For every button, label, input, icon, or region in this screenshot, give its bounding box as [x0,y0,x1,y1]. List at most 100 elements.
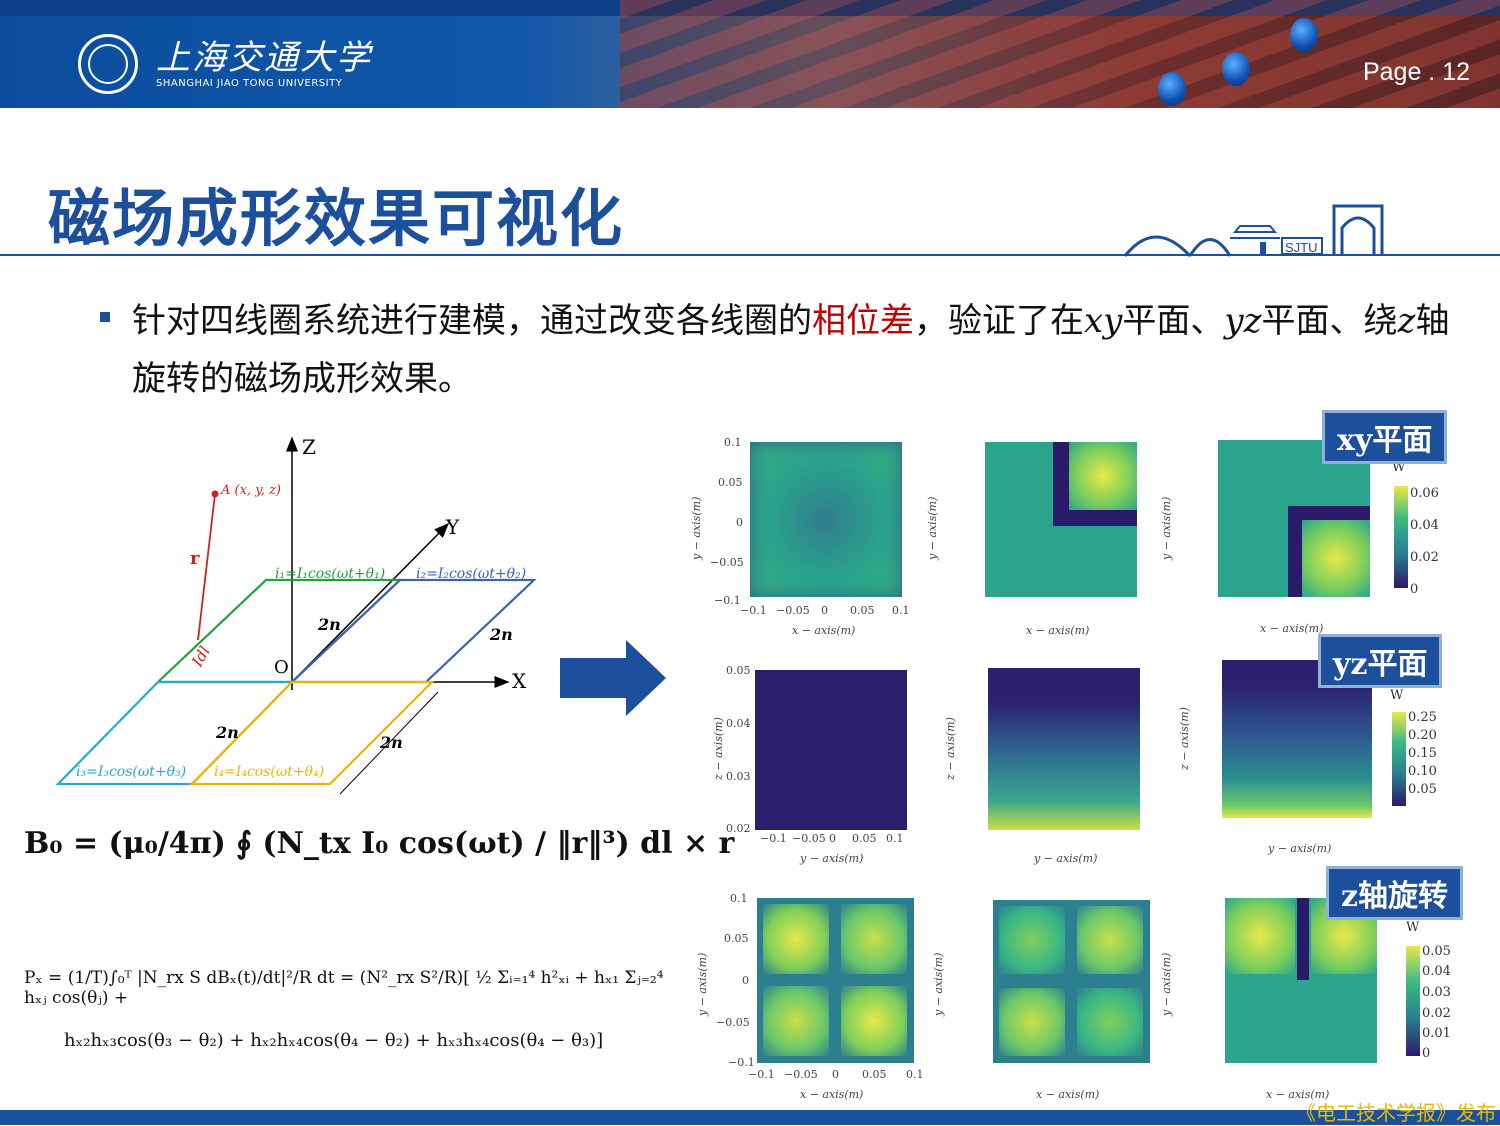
tick-label: 0.03 [726,770,751,783]
tick-label: 0.05 [726,664,751,677]
tick-label: 0.1 [730,892,748,905]
tick-label: 0 [832,1068,839,1081]
b0-formula: B₀ = (μ₀/4π) ∮ (N_tx I₀ cos(ωt) / ‖r‖³) … [24,826,735,861]
tick-label: −0.05 [792,832,826,845]
tick-label: 0.1 [906,1068,924,1081]
px-formula-line1: Pₓ = (1/T)∫₀ᵀ |N_rx S dBₓ(t)/dt|²/R dt =… [24,968,664,1008]
axis-z-label: Z [302,435,316,459]
current-3-label: i₃=I₃cos(ωt+θ₃) [76,764,186,780]
y-axis-label: y − axis(m) [926,496,939,560]
tick-label: −0.05 [716,1016,750,1029]
x-axis-label: x − axis(m) [792,624,856,637]
tick-label: 0.04 [726,717,751,730]
university-name-cn: 上海交通大学 [156,38,372,78]
colorbar-tick: 0.04 [1422,964,1451,979]
colorbar-tick: 0.15 [1408,746,1437,761]
heatmap-z-2 [993,900,1150,1063]
tick-label: −0.1 [760,832,787,845]
length-label: 2n [317,615,341,634]
footer-bar [0,1110,1500,1125]
colorbar-z [1406,946,1420,1056]
page-number: Page . 12 [1362,58,1470,86]
coil-system-diagram: Z Y X O A (x, y, z) r Idl i₁=I₁cos(ωt+θ₁… [55,435,537,795]
heatmap-xy-1 [750,442,902,597]
bullet-marker [100,312,110,322]
x-axis-label: y − axis(m) [1034,852,1098,865]
x-axis-label: x − axis(m) [1260,622,1324,635]
colorbar-tick: 0.03 [1422,985,1451,1000]
y-axis-label: z − axis(m) [1178,707,1191,770]
x-axis-label: x − axis(m) [800,1088,864,1101]
tick-label: 0 [821,604,828,617]
x-axis-label: x − axis(m) [1266,1088,1330,1101]
point-a-label: A (x, y, z) [220,483,281,498]
tick-label: −0.05 [776,604,810,617]
heatmap-z-3 [1225,898,1377,1063]
y-axis-label: y − axis(m) [696,952,709,1016]
university-name-en: SHANGHAI JIAO TONG UNIVERSITY [156,78,343,89]
idl-label: Idl [188,643,214,671]
colorbar-yz [1392,712,1406,806]
tick-label: 0 [742,974,749,987]
tag-xy-plane: xy平面 [1322,410,1448,464]
heatmap-z-1 [757,898,914,1063]
heatmap-xy-3 [1218,440,1370,597]
axis-x-label: X [512,669,527,693]
coil-4 [189,680,435,786]
slide-title: 磁场成形效果可视化 [48,182,625,255]
current-2-label: i₂=I₂cos(ωt+θ₂) [416,566,526,582]
y-axis-label: z − axis(m) [712,717,725,780]
title-divider [0,254,1500,256]
colorbar-tick: 0.01 [1422,1026,1451,1041]
tick-label: −0.05 [784,1068,818,1081]
tick-label: −0.05 [710,556,744,569]
colorbar-tick: 0 [1422,1046,1431,1061]
tag-yz-plane: yz平面 [1318,634,1443,688]
lantern-icon [1290,18,1318,52]
tick-label: 0.05 [850,604,875,617]
y-axis-label: y − axis(m) [932,952,945,1016]
tick-label: −0.1 [714,594,741,607]
colorbar-xy [1394,486,1408,588]
tick-label: 0.05 [724,932,749,945]
axis-y-label: Y [445,515,460,539]
tick-label: 0 [829,832,836,845]
colorbar-tick: 0.02 [1422,1006,1451,1021]
length-label: 2n [379,733,403,752]
colorbar-tick: 0.04 [1410,518,1439,533]
sjtu-campus-sketch: SJTU [1123,204,1384,258]
colorbar-tick: 0.05 [1422,944,1451,959]
colorbar-tick: 0.06 [1410,486,1439,501]
tick-label: 0.05 [852,832,877,845]
length-label: 2n [489,625,513,644]
current-1-label: i₁=I₁cos(ωt+θ₁) [275,566,385,582]
heatmap-yz-1 [755,670,907,830]
lantern-icon [1222,52,1250,86]
colorbar-tick: 0.20 [1408,728,1437,743]
x-axis-label: y − axis(m) [800,852,864,865]
colorbar-tick: 0 [1410,582,1419,597]
phase-difference-highlight: 相位差 [812,301,914,341]
bullet-text: 针对四线圈系统进行建模，通过改变各线圈的相位差，验证了在xy平面、yz平面、绕z… [132,301,1450,399]
sjtu-mark: SJTU [1285,240,1318,255]
colorbar-tick: 0.25 [1408,710,1437,725]
tag-z-rotation: z轴旋转 [1326,866,1464,920]
length-label: 2n [215,723,239,742]
tick-label: 0.05 [718,476,743,489]
colorbar-unit: W [1406,920,1420,935]
r-vector-label: r [190,548,200,569]
tick-label: 0 [736,516,743,529]
tick-label: 0.1 [892,604,910,617]
heatmap-xy-2 [985,442,1137,597]
y-axis-label: z − axis(m) [944,717,957,780]
colorbar-tick: 0.02 [1410,550,1439,565]
tick-label: −0.1 [740,604,767,617]
footer-source: 《电工技术学报》发布 [1296,1101,1496,1125]
tick-label: 0.05 [862,1068,887,1081]
y-axis-label: y − axis(m) [1160,496,1173,560]
heatmap-yz-2 [988,668,1140,830]
tick-label: −0.1 [748,1068,775,1081]
tick-label: −0.1 [728,1056,755,1069]
header-banner: 上海交通大学 SHANGHAI JIAO TONG UNIVERSITY Pag… [0,0,1500,108]
colorbar-tick: 0.10 [1408,764,1437,779]
